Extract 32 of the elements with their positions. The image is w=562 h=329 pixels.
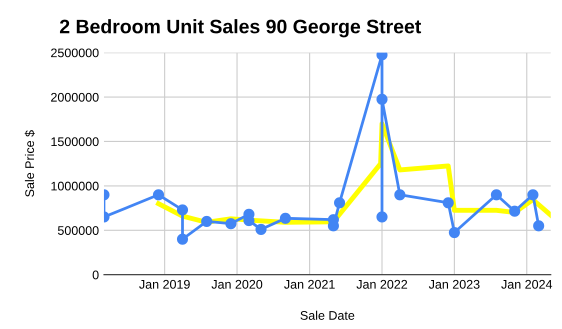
chart-title: 2 Bedroom Unit Sales 90 George Street [60, 19, 422, 38]
y-tick-label: 2500000 [51, 48, 99, 58]
point [442, 197, 454, 208]
x-tick-label: Jan 2019 [139, 280, 190, 289]
point [201, 216, 212, 227]
point [280, 212, 291, 224]
point [225, 218, 236, 230]
x-tick-label: Jan 2021 [284, 280, 335, 289]
point [527, 189, 538, 200]
x-tick-label: Jan 2024 [501, 280, 552, 289]
point [176, 234, 188, 245]
point [152, 189, 164, 200]
y-axis-title: Sale Price $ [24, 130, 35, 197]
point [376, 94, 388, 105]
x-tick-label: Jan 2023 [428, 280, 480, 289]
point [490, 189, 502, 200]
point [394, 189, 406, 200]
point [176, 204, 188, 216]
point [255, 224, 267, 235]
y-tick-label: 1000000 [51, 182, 99, 191]
y-tick-label: 500000 [58, 226, 99, 235]
x-tick-label: Jan 2020 [212, 280, 262, 289]
point [533, 220, 544, 232]
y-tick-label: 1500000 [51, 137, 99, 146]
x-axis-title: Sale Date [300, 310, 354, 320]
point [334, 197, 346, 208]
y-tick-label: 2000000 [51, 92, 99, 102]
point [376, 211, 388, 223]
x-tick-label: Jan 2022 [356, 280, 408, 289]
point [448, 226, 460, 238]
point [509, 206, 520, 217]
y-tick-label: 0 [92, 270, 99, 280]
